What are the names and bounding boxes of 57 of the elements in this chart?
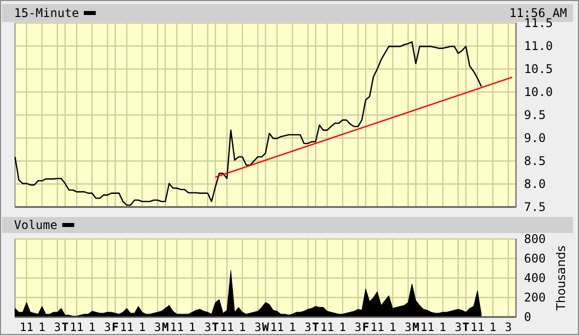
y-tick-label: 8.5: [524, 154, 546, 168]
x-tick-label: 3: [504, 320, 512, 334]
x-tick-label: 1: [38, 320, 46, 334]
x-tick-label: 3: [354, 320, 362, 334]
x-tick-label: 11: [70, 320, 84, 334]
x-tick-label: 1: [389, 320, 396, 334]
y-tick-label: 800: [524, 232, 546, 246]
x-tick-label: 3: [204, 320, 212, 334]
y-tick-label: 11.0: [524, 39, 553, 53]
y-tick-label: 8.0: [524, 177, 546, 191]
x-tick-label: 1: [238, 320, 246, 334]
x-tick-label: M: [162, 320, 169, 334]
x-tick-label: W: [262, 320, 270, 334]
x-tick-label: 3: [254, 320, 262, 334]
y-tick-label: 10.0: [524, 85, 553, 99]
line-series: [14, 41, 482, 206]
y-tick-label: 9.5: [524, 108, 546, 122]
y-tick-label: 10.5: [524, 62, 553, 76]
x-tick-label: 11: [270, 320, 284, 334]
x-tick-label: F: [362, 320, 370, 334]
x-tick-label: 11: [370, 320, 384, 334]
x-tick-label: 3: [304, 320, 312, 334]
x-tick-label: 11: [420, 320, 434, 334]
y-tick-label: 600: [524, 252, 546, 266]
x-tick-label: F: [112, 320, 119, 334]
x-tick-label: M: [412, 320, 420, 334]
y-axis-title: Thousands: [554, 246, 568, 312]
x-tick-label: T: [212, 320, 219, 334]
x-tick-label: 1: [88, 320, 96, 334]
y-tick-label: 0: [524, 310, 532, 324]
legend-label: 15-Minute: [14, 6, 80, 20]
x-tick-label: 11: [320, 320, 334, 334]
x-tick-label: 3: [154, 320, 162, 334]
y-tick-label: 400: [524, 271, 546, 285]
x-tick-label: 3: [404, 320, 412, 334]
y-tick-label: 200: [524, 290, 546, 304]
x-tick-label: 1: [138, 320, 146, 334]
y-tick-label: 9.0: [524, 131, 546, 145]
x-tick-label: 3: [454, 320, 462, 334]
x-tick-label: T: [312, 320, 320, 334]
y-tick-label: 11.5: [524, 16, 553, 30]
x-tick-label: 11: [470, 320, 484, 334]
x-tick-label: 3: [104, 320, 112, 334]
x-tick-label: 11: [120, 320, 134, 334]
x-tick-label: T: [62, 320, 69, 334]
x-tick-label: T: [462, 320, 470, 334]
x-tick-label: 3: [54, 320, 61, 334]
x-tick-label: 11: [20, 320, 34, 334]
x-tick-label: 1: [289, 320, 296, 334]
x-tick-label: 1: [339, 320, 346, 334]
x-tick-label: 1: [439, 320, 446, 334]
x-tick-label: 1: [489, 320, 496, 334]
y-tick-label: 7.5: [524, 200, 546, 214]
x-tick-label: 1: [188, 320, 196, 334]
x-tick-label: 11: [220, 320, 234, 334]
legend-label: Volume: [14, 218, 58, 232]
x-tick-label: 11: [170, 320, 184, 334]
